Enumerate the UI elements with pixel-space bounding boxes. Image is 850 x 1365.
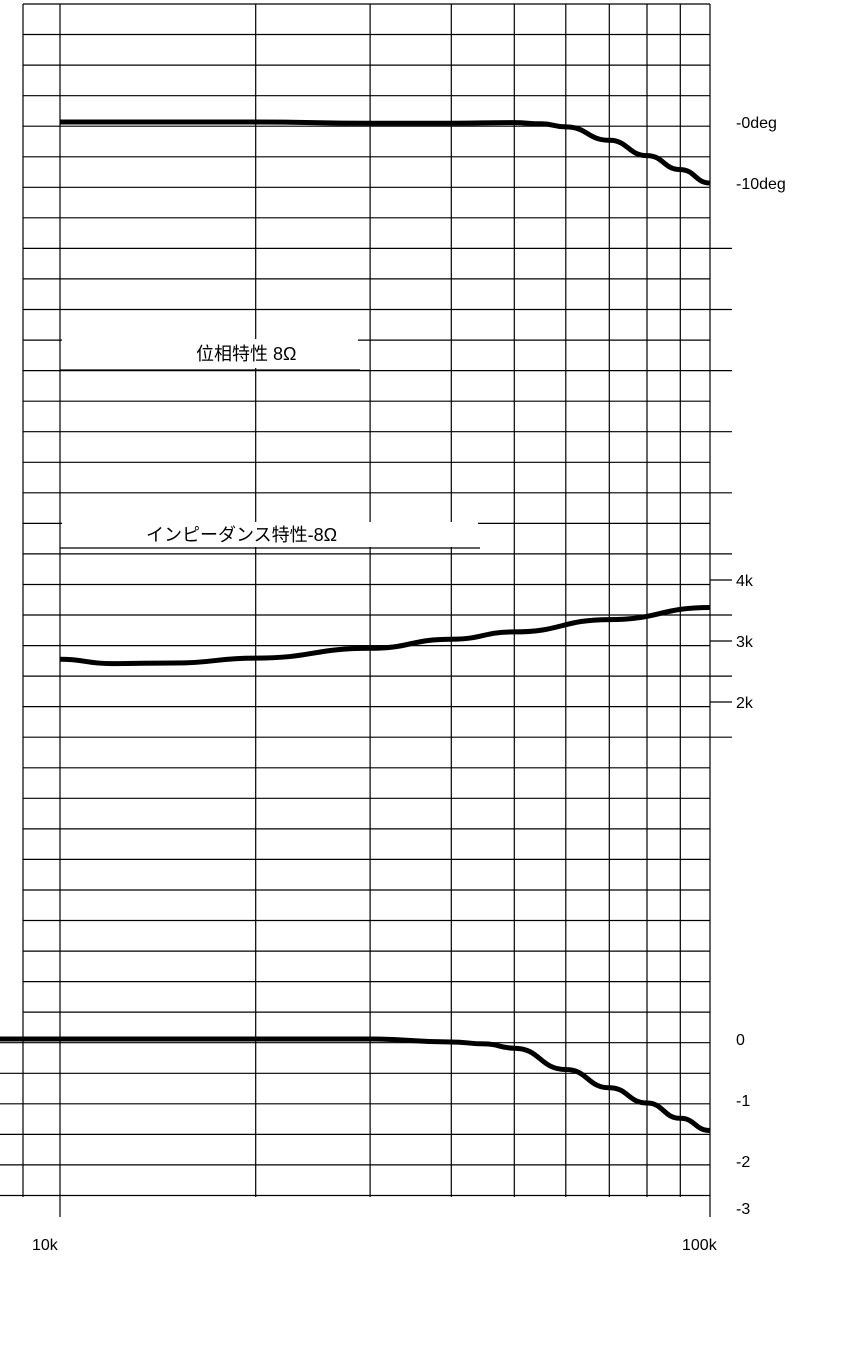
- annotation-impedance: インピーダンス特性-8Ω: [146, 525, 337, 545]
- y-tick-label: 3k: [736, 634, 754, 651]
- phase-curve: [60, 119, 711, 186]
- y-tick-label: 4k: [736, 573, 754, 590]
- x-tick-label: 10k: [32, 1237, 59, 1254]
- annotation-background: [62, 522, 478, 547]
- y-tick-label: -10deg: [736, 176, 786, 193]
- y-tick-label: -3: [736, 1201, 750, 1218]
- y-tick-label: 2k: [736, 695, 754, 712]
- x-tick-label: 100k: [682, 1237, 718, 1254]
- y-tick-label: 0: [736, 1032, 745, 1049]
- annotation-background: [62, 339, 358, 368]
- y-tick-label: -1: [736, 1093, 750, 1110]
- y-tick-label: -2: [736, 1154, 750, 1171]
- response-curve: [0, 1036, 711, 1133]
- impedance-curve: [59, 605, 711, 667]
- annotation-phase: 位相特性 8Ω: [196, 344, 296, 364]
- y-tick-label: -0deg: [736, 115, 777, 132]
